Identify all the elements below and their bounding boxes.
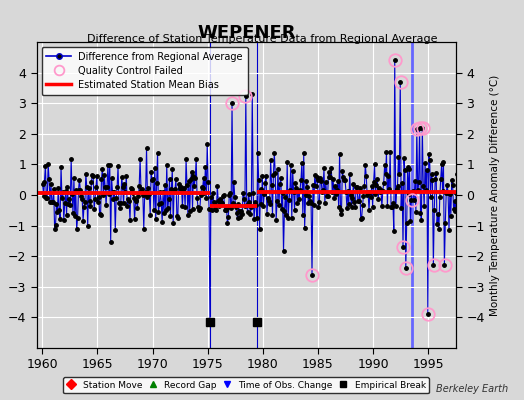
Legend: Station Move, Record Gap, Time of Obs. Change, Empirical Break: Station Move, Record Gap, Time of Obs. C… bbox=[63, 377, 429, 394]
Legend: Difference from Regional Average, Quality Control Failed, Estimated Station Mean: Difference from Regional Average, Qualit… bbox=[41, 47, 248, 95]
Text: Berkeley Earth: Berkeley Earth bbox=[436, 384, 508, 394]
Title: WEPENER: WEPENER bbox=[197, 24, 296, 42]
Y-axis label: Monthly Temperature Anomaly Difference (°C): Monthly Temperature Anomaly Difference (… bbox=[490, 74, 500, 316]
Text: Difference of Station Temperature Data from Regional Average: Difference of Station Temperature Data f… bbox=[87, 34, 437, 44]
